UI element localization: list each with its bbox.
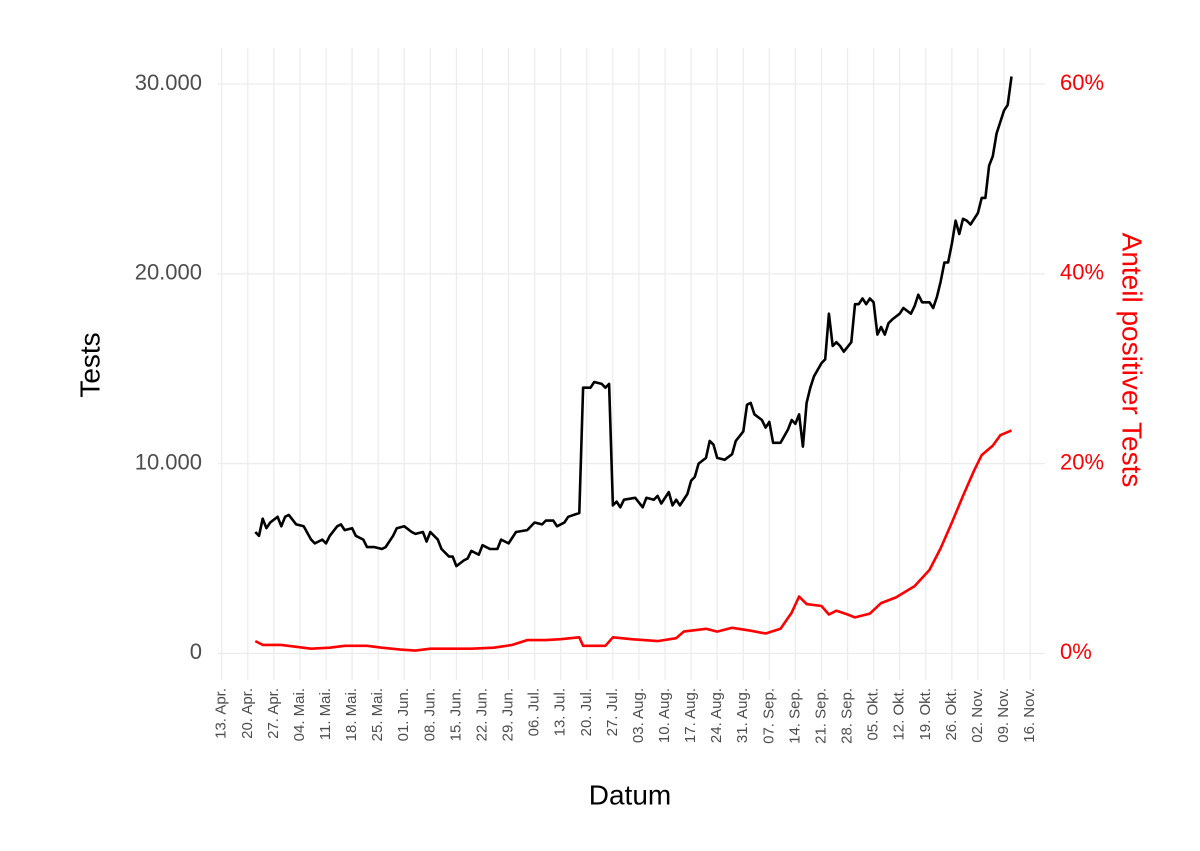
x-tick-label: 02. Nov. xyxy=(969,688,986,743)
y2-tick-label: 60% xyxy=(1060,70,1104,95)
x-tick-label: 20. Apr. xyxy=(239,688,256,739)
x-tick-label: 08. Jun. xyxy=(421,688,438,741)
x-tick-label: 04. Mai. xyxy=(291,688,308,741)
x-tick-label: 07. Sep. xyxy=(760,688,777,744)
x-tick-label: 17. Aug. xyxy=(682,688,699,743)
x-tick-label: 25. Mai. xyxy=(369,688,386,741)
x-axis-title: Datum xyxy=(589,779,671,810)
x-tick-label: 01. Jun. xyxy=(395,688,412,741)
x-tick-label: 13. Jul. xyxy=(552,688,569,736)
y-tick-label: 0 xyxy=(190,639,202,664)
x-tick-label: 09. Nov. xyxy=(995,688,1012,743)
x-tick-label: 19. Okt. xyxy=(917,688,934,741)
x-tick-label: 18. Mai. xyxy=(343,688,360,741)
x-tick-label: 20. Jul. xyxy=(578,688,595,736)
x-tick-label: 21. Sep. xyxy=(812,688,829,744)
y2-axis-title: Anteil positiver Tests xyxy=(1117,233,1148,488)
data-line xyxy=(254,429,1013,652)
y-tick-label: 20.000 xyxy=(135,260,202,285)
y2-tick-label: 40% xyxy=(1060,260,1104,285)
x-tick-label: 22. Jun. xyxy=(473,688,490,741)
x-tick-label: 27. Jul. xyxy=(604,688,621,736)
x-tick-label: 06. Jul. xyxy=(526,688,543,736)
x-tick-label: 27. Apr. xyxy=(265,688,282,739)
x-tick-label: 12. Okt. xyxy=(891,688,908,741)
x-tick-label: 10. Aug. xyxy=(656,688,673,743)
x-tick-label: 28. Sep. xyxy=(839,688,856,744)
x-tick-label: 05. Okt. xyxy=(865,688,882,741)
y2-tick-label: 0% xyxy=(1060,639,1092,664)
x-tick-label: 14. Sep. xyxy=(786,688,803,744)
x-tick-label: 13. Apr. xyxy=(213,688,230,739)
y2-tick-label: 20% xyxy=(1060,449,1104,474)
x-tick-label: 16. Nov. xyxy=(1021,688,1038,743)
y-tick-label: 30.000 xyxy=(135,70,202,95)
x-tick-label: 31. Aug. xyxy=(734,688,751,743)
x-tick-label: 26. Okt. xyxy=(943,688,960,741)
x-tick-label: 29. Jun. xyxy=(500,688,517,741)
x-tick-label: 03. Aug. xyxy=(630,688,647,743)
y-tick-label: 10.000 xyxy=(135,449,202,474)
y-axis-title: Tests xyxy=(74,332,105,397)
x-tick-label: 15. Jun. xyxy=(447,688,464,741)
data-line xyxy=(254,76,1013,568)
x-tick-label: 24. Aug. xyxy=(708,688,725,743)
x-tick-label: 11. Mai. xyxy=(317,688,334,740)
